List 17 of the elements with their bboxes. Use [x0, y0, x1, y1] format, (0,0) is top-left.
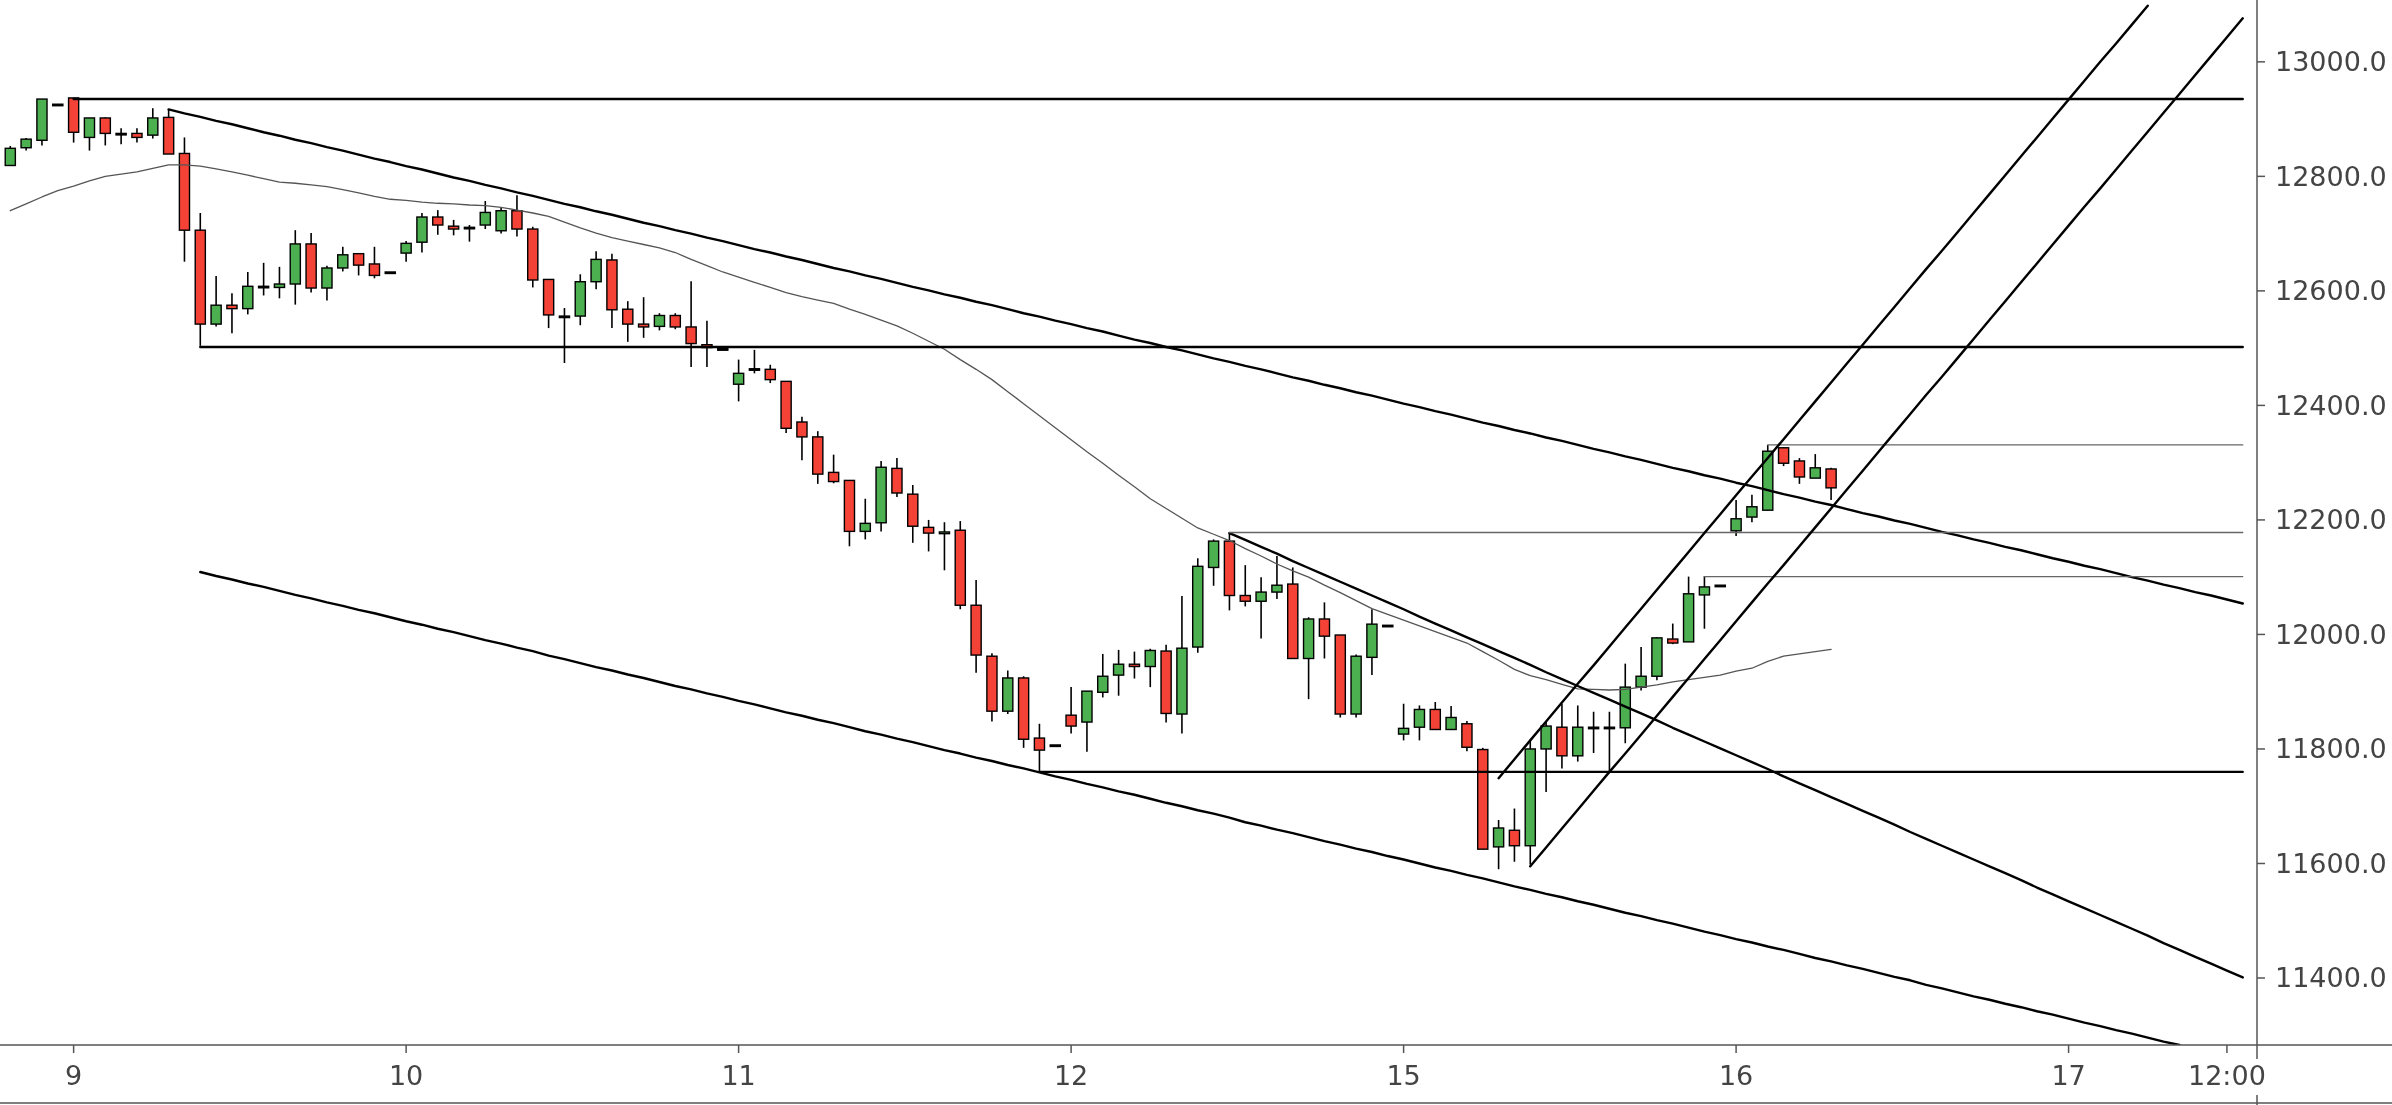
x-tick-label: 12 [1053, 1060, 1089, 1091]
x-tick-label: 12:00 [2188, 1060, 2266, 1091]
y-tick-label: 12200.0 [2275, 504, 2387, 536]
y-tick-label: 13000.0 [2275, 46, 2387, 78]
y-tick-label: 11600.0 [2275, 847, 2387, 879]
y-tick-label: 12400.0 [2275, 389, 2387, 421]
x-tick-label: 16 [1718, 1060, 1754, 1091]
x-tick-label: 15 [1386, 1060, 1421, 1091]
x-tick-label: 9 [65, 1060, 83, 1091]
x-tick-label: 17 [2051, 1060, 2086, 1091]
y-tick-label: 12800.0 [2275, 160, 2387, 192]
y-tick-label: 12600.0 [2275, 275, 2387, 307]
y-tick-label: 11400.0 [2275, 962, 2387, 994]
y-tick-label: 12000.0 [2275, 618, 2387, 650]
y-tick-label: 11800.0 [2275, 733, 2387, 765]
x-tick-label: 10 [388, 1060, 424, 1091]
x-tick-label: 11 [721, 1060, 756, 1091]
